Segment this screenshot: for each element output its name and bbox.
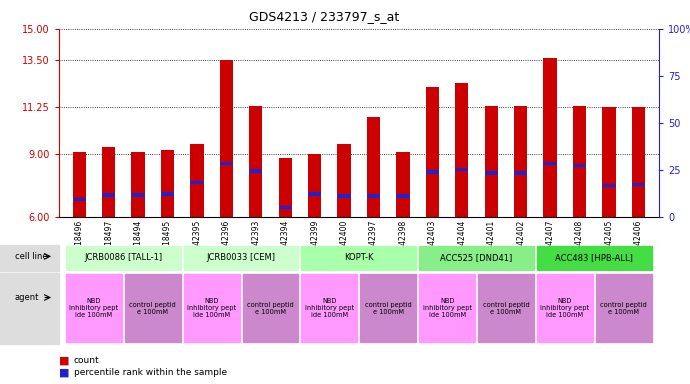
Text: NBD
inhibitory pept
ide 100mM: NBD inhibitory pept ide 100mM — [70, 298, 119, 318]
Bar — [66, 246, 181, 270]
Bar — [595, 274, 651, 342]
Bar — [308, 192, 322, 195]
Bar — [360, 274, 416, 342]
Bar — [66, 274, 122, 342]
Bar — [602, 107, 615, 217]
Bar — [279, 206, 292, 209]
Bar — [537, 274, 593, 342]
Text: count: count — [74, 356, 99, 365]
Bar — [132, 152, 145, 217]
Bar — [514, 106, 527, 217]
Bar — [573, 164, 586, 167]
Bar — [190, 181, 204, 184]
Bar — [337, 144, 351, 217]
Bar — [219, 162, 233, 165]
Text: ■: ■ — [59, 367, 69, 377]
Bar — [132, 194, 145, 197]
Bar — [184, 246, 299, 270]
Bar — [243, 274, 299, 342]
Text: control peptid
e 100mM: control peptid e 100mM — [247, 302, 294, 314]
Text: ACC525 [DND41]: ACC525 [DND41] — [440, 253, 513, 262]
Text: ACC483 [HPB-ALL]: ACC483 [HPB-ALL] — [555, 253, 633, 262]
Bar — [455, 83, 469, 217]
Bar — [125, 274, 181, 342]
Bar — [537, 246, 651, 270]
Bar — [72, 198, 86, 201]
Text: GDS4213 / 233797_s_at: GDS4213 / 233797_s_at — [249, 10, 400, 23]
Text: KOPT-K: KOPT-K — [344, 253, 373, 262]
Text: JCRB0086 [TALL-1]: JCRB0086 [TALL-1] — [84, 253, 162, 262]
Text: JCRB0033 [CEM]: JCRB0033 [CEM] — [206, 253, 275, 262]
Bar — [102, 194, 115, 197]
Bar — [190, 144, 204, 217]
Bar — [419, 274, 475, 342]
Text: NBD
inhibitory pept
ide 100mM: NBD inhibitory pept ide 100mM — [540, 298, 589, 318]
Bar — [367, 194, 380, 198]
Text: cell line: cell line — [14, 252, 48, 261]
Bar — [302, 274, 357, 342]
Bar — [544, 58, 557, 217]
Bar — [484, 172, 498, 175]
Bar — [484, 106, 498, 217]
Bar — [72, 152, 86, 217]
Text: control peptid
e 100mM: control peptid e 100mM — [130, 302, 176, 314]
Bar — [302, 246, 416, 270]
Bar — [337, 194, 351, 198]
Bar — [544, 162, 557, 165]
Bar — [161, 150, 174, 217]
Bar — [426, 170, 439, 174]
Text: control peptid
e 100mM: control peptid e 100mM — [600, 302, 647, 314]
Text: control peptid
e 100mM: control peptid e 100mM — [365, 302, 412, 314]
Bar — [419, 246, 534, 270]
Bar — [249, 169, 262, 172]
Bar — [573, 106, 586, 217]
Bar — [308, 154, 322, 217]
Bar — [184, 274, 239, 342]
Text: NBD
inhibitory pept
ide 100mM: NBD inhibitory pept ide 100mM — [305, 298, 354, 318]
Bar — [514, 172, 527, 175]
Text: agent: agent — [14, 293, 39, 302]
Bar — [102, 147, 115, 217]
Text: ■: ■ — [59, 355, 69, 365]
Bar — [161, 192, 174, 195]
Bar — [478, 274, 534, 342]
Bar — [602, 184, 615, 187]
Bar — [279, 159, 292, 217]
Text: percentile rank within the sample: percentile rank within the sample — [74, 368, 227, 377]
Bar — [367, 117, 380, 217]
Bar — [455, 168, 469, 172]
Text: NBD
inhibitory pept
ide 100mM: NBD inhibitory pept ide 100mM — [187, 298, 236, 318]
Bar — [426, 87, 439, 217]
Bar — [396, 152, 410, 217]
Text: control peptid
e 100mM: control peptid e 100mM — [482, 302, 529, 314]
Bar — [632, 183, 645, 186]
Bar — [632, 107, 645, 217]
Bar — [396, 194, 410, 198]
Bar — [219, 60, 233, 217]
Bar — [249, 106, 262, 217]
Text: NBD
inhibitory pept
ide 100mM: NBD inhibitory pept ide 100mM — [422, 298, 472, 318]
